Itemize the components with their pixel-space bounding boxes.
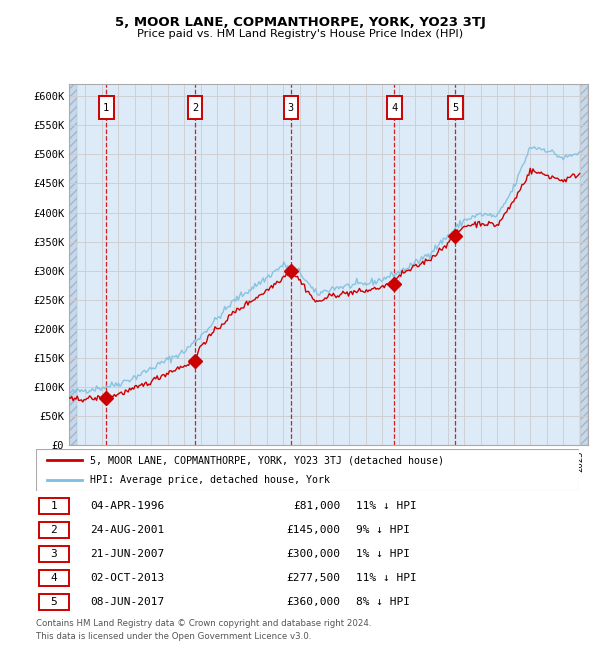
- Text: 2: 2: [192, 103, 198, 112]
- Text: Contains HM Land Registry data © Crown copyright and database right 2024.: Contains HM Land Registry data © Crown c…: [36, 619, 371, 628]
- Bar: [188, 96, 202, 120]
- Text: 4: 4: [391, 103, 398, 112]
- Text: 5: 5: [50, 597, 57, 607]
- Bar: [39, 570, 68, 586]
- Text: Price paid vs. HM Land Registry's House Price Index (HPI): Price paid vs. HM Land Registry's House …: [137, 29, 463, 39]
- Text: 9% ↓ HPI: 9% ↓ HPI: [356, 525, 410, 535]
- Text: 1: 1: [103, 103, 109, 112]
- Bar: [99, 96, 113, 120]
- Text: 5, MOOR LANE, COPMANTHORPE, YORK, YO23 3TJ (detached house): 5, MOOR LANE, COPMANTHORPE, YORK, YO23 3…: [91, 456, 444, 465]
- Text: 11% ↓ HPI: 11% ↓ HPI: [356, 573, 417, 583]
- Text: HPI: Average price, detached house, York: HPI: Average price, detached house, York: [91, 475, 331, 485]
- Text: 2: 2: [50, 525, 57, 535]
- Text: 11% ↓ HPI: 11% ↓ HPI: [356, 501, 417, 511]
- Text: 4: 4: [50, 573, 57, 583]
- Text: 08-JUN-2017: 08-JUN-2017: [91, 597, 164, 607]
- Text: £360,000: £360,000: [286, 597, 340, 607]
- Text: 3: 3: [50, 549, 57, 559]
- Text: 3: 3: [288, 103, 294, 112]
- Text: 5: 5: [452, 103, 458, 112]
- Text: 1% ↓ HPI: 1% ↓ HPI: [356, 549, 410, 559]
- Bar: [387, 96, 402, 120]
- Text: 02-OCT-2013: 02-OCT-2013: [91, 573, 164, 583]
- Text: 21-JUN-2007: 21-JUN-2007: [91, 549, 164, 559]
- Bar: [284, 96, 298, 120]
- Bar: [39, 498, 68, 514]
- Text: 24-AUG-2001: 24-AUG-2001: [91, 525, 164, 535]
- Bar: [39, 522, 68, 538]
- Bar: [448, 96, 463, 120]
- Text: £277,500: £277,500: [286, 573, 340, 583]
- Text: £81,000: £81,000: [293, 501, 340, 511]
- Text: 04-APR-1996: 04-APR-1996: [91, 501, 164, 511]
- Bar: [39, 594, 68, 610]
- Text: 8% ↓ HPI: 8% ↓ HPI: [356, 597, 410, 607]
- Text: This data is licensed under the Open Government Licence v3.0.: This data is licensed under the Open Gov…: [36, 632, 311, 641]
- Text: £300,000: £300,000: [286, 549, 340, 559]
- Bar: [39, 546, 68, 562]
- Text: 5, MOOR LANE, COPMANTHORPE, YORK, YO23 3TJ: 5, MOOR LANE, COPMANTHORPE, YORK, YO23 3…: [115, 16, 485, 29]
- Text: £145,000: £145,000: [286, 525, 340, 535]
- Text: 1: 1: [50, 501, 57, 511]
